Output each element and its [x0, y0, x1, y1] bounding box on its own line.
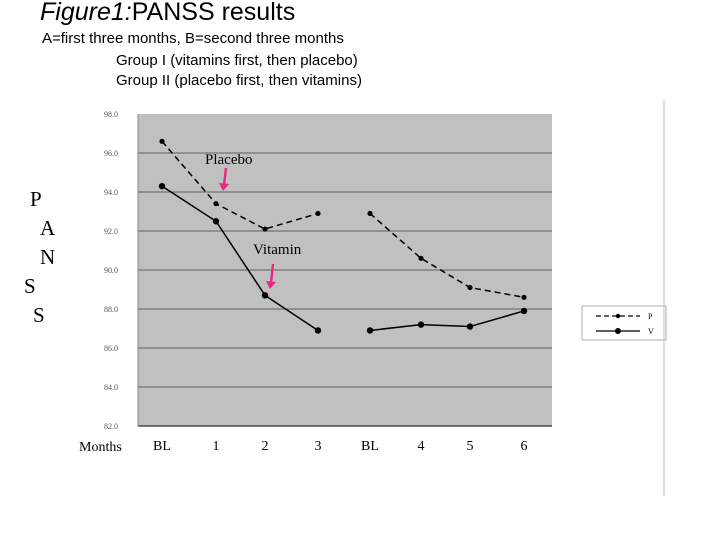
annotation-arrowhead [266, 281, 276, 289]
data-point-p [467, 284, 473, 291]
y-tick-label: 86.0 [104, 344, 118, 353]
x-tick-label: 1 [213, 439, 220, 454]
subtitle-group-2: Group II (placebo first, then vitamins) [116, 72, 362, 89]
y-tick-label: 84.0 [104, 383, 118, 392]
y-tick-label: 96.0 [104, 149, 118, 158]
annotation-label: Placebo [205, 152, 252, 168]
y-tick-label: 90.0 [104, 266, 118, 275]
y-tick-label: 92.0 [104, 227, 118, 236]
legend-label: V [648, 327, 654, 336]
figure-number: Figure1: [40, 0, 132, 26]
data-point-p [262, 226, 268, 232]
annotation-arrowhead [219, 183, 229, 191]
data-point-v [261, 292, 269, 299]
x-tick-label: 2 [262, 439, 269, 454]
y-axis-letter-p: P [30, 187, 42, 211]
figure-title: Figure1:PANSS results [40, 0, 295, 27]
data-point-p [418, 255, 424, 261]
data-point-v [466, 323, 474, 330]
y-tick-label: 94.0 [104, 188, 118, 197]
data-point-v [212, 218, 220, 225]
data-point-v [417, 321, 425, 328]
series-line-p [369, 212, 525, 299]
y-tick-label: 98.0 [104, 110, 118, 119]
data-point-v [314, 327, 322, 334]
legend: PV [581, 305, 667, 341]
x-tick-label: BL [153, 439, 171, 454]
x-axis-label: Months [79, 440, 122, 455]
y-axis-letter-s2: S [33, 303, 45, 327]
x-tick-label: 3 [315, 439, 322, 454]
legend-marker [615, 313, 621, 319]
data-point-v [158, 182, 166, 190]
y-tick-label: 88.0 [104, 305, 118, 314]
subtitle-group-1: Group I (vitamins first, then placebo) [116, 52, 358, 69]
legend-label: P [648, 312, 653, 321]
series-line-v [161, 185, 319, 332]
x-tick-label: 4 [418, 439, 425, 454]
data-point-p [159, 138, 165, 144]
data-point-p [367, 210, 373, 217]
annotation-arrow [222, 167, 228, 186]
annotation-label: Vitamin [253, 242, 302, 258]
data-point-v [520, 307, 528, 315]
data-point-p [315, 210, 321, 217]
data-point-v [366, 327, 374, 334]
series-line-v [369, 310, 525, 332]
y-axis-letter-s1: S [24, 274, 36, 298]
series-line-p [161, 140, 319, 230]
subtitle-months: A=first three months, B=second three mon… [42, 30, 344, 47]
y-axis-letter-a: A [40, 216, 56, 240]
annotation-arrow [269, 263, 275, 284]
y-axis-letter-n: N [40, 245, 56, 269]
data-point-p [521, 294, 527, 300]
figure-title-text: PANSS results [131, 0, 296, 26]
x-tick-label: 6 [521, 439, 528, 454]
legend-box [581, 305, 667, 341]
data-point-p [213, 201, 219, 207]
legend-marker [615, 328, 621, 334]
x-tick-label: 5 [467, 439, 474, 454]
y-tick-label: 82.0 [104, 422, 118, 431]
x-tick-label: BL [361, 439, 379, 454]
